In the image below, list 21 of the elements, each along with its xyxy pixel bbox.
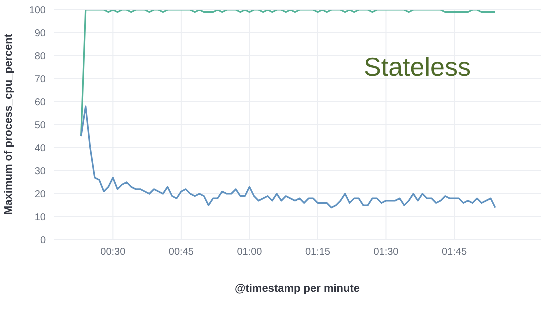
y-tick-label: 70 xyxy=(34,74,46,86)
y-tick-label: 100 xyxy=(29,6,46,16)
y-tick-label: 40 xyxy=(34,144,46,154)
y-tick-label: 50 xyxy=(34,120,46,132)
y-tick-label: 30 xyxy=(34,166,46,178)
y-tick-label: 60 xyxy=(34,98,46,108)
y-tick-label: 0 xyxy=(40,236,46,246)
x-tick-label: 00:30 xyxy=(100,247,126,258)
x-tick-label: 01:00 xyxy=(237,247,263,258)
x-tick-label: 01:15 xyxy=(305,247,331,258)
x-tick-label: 01:45 xyxy=(442,247,468,258)
x-tick-label: 00:45 xyxy=(168,247,194,258)
x-tick-label: 01:30 xyxy=(374,247,400,258)
y-tick-label: 10 xyxy=(34,212,46,224)
x-axis-title: @timestamp per minute xyxy=(234,283,360,295)
line-series xyxy=(80,106,496,209)
y-tick-label: 80 xyxy=(34,52,46,62)
y-axis-title: Maximum of process_cpu_percent xyxy=(2,34,15,215)
annotation: Stateless xyxy=(364,52,471,83)
y-tick-label: 20 xyxy=(34,190,46,200)
y-tick-label: 90 xyxy=(34,28,46,40)
